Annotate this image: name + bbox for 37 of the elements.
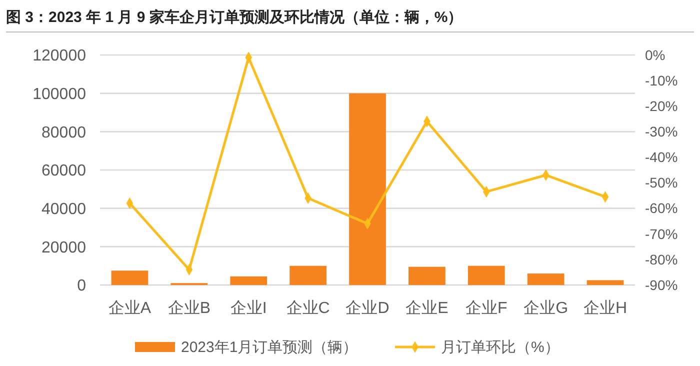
bar bbox=[230, 276, 268, 285]
y2-tick-label: -20% bbox=[645, 98, 678, 114]
x-tick-label: 企业B bbox=[168, 299, 211, 317]
bar bbox=[408, 266, 446, 285]
y-tick-label: 80000 bbox=[42, 124, 86, 142]
bar bbox=[468, 266, 505, 285]
y2-tick-label: -90% bbox=[645, 276, 678, 293]
x-tick-label: 企业F bbox=[466, 299, 508, 317]
x-tick-label: 企业D bbox=[346, 299, 390, 317]
bar bbox=[527, 274, 564, 285]
y2-tick-label: -70% bbox=[645, 226, 678, 242]
bar bbox=[290, 266, 326, 285]
x-tick-label: 企业I bbox=[230, 299, 267, 317]
y2-tick-label: -60% bbox=[645, 200, 678, 216]
y2-tick-label: -30% bbox=[645, 124, 678, 140]
y-tick-label: 100000 bbox=[32, 86, 86, 103]
y-tick-label: 20000 bbox=[42, 239, 86, 256]
y-tick-label: 60000 bbox=[42, 162, 86, 180]
legend-label: 月订单环比（%） bbox=[441, 339, 560, 356]
y2-tick-label: -40% bbox=[645, 149, 678, 166]
y-tick-label: 0 bbox=[77, 278, 86, 295]
y2-tick-label: -80% bbox=[645, 251, 678, 268]
x-tick-label: 企业A bbox=[108, 299, 152, 317]
bar bbox=[111, 270, 148, 285]
y-tick-label: 120000 bbox=[32, 48, 86, 65]
bar bbox=[586, 280, 624, 285]
chart-title: 图 3：2023 年 1 月 9 家车企月订单预测及环比情况（单位：辆，%） bbox=[6, 8, 463, 26]
y2-tick-label: -50% bbox=[645, 174, 678, 191]
x-tick-label: 企业C bbox=[286, 299, 330, 317]
x-tick-label: 企业E bbox=[406, 299, 448, 317]
bar bbox=[349, 93, 386, 285]
y-tick-label: 40000 bbox=[42, 200, 86, 218]
legend-label: 2023年1月订单预测（辆） bbox=[181, 339, 358, 356]
y2-tick-label: -10% bbox=[645, 72, 678, 88]
x-tick-label: 企业H bbox=[583, 299, 628, 317]
x-tick-label: 企业G bbox=[524, 299, 568, 317]
y2-tick-label: 0% bbox=[645, 46, 666, 63]
